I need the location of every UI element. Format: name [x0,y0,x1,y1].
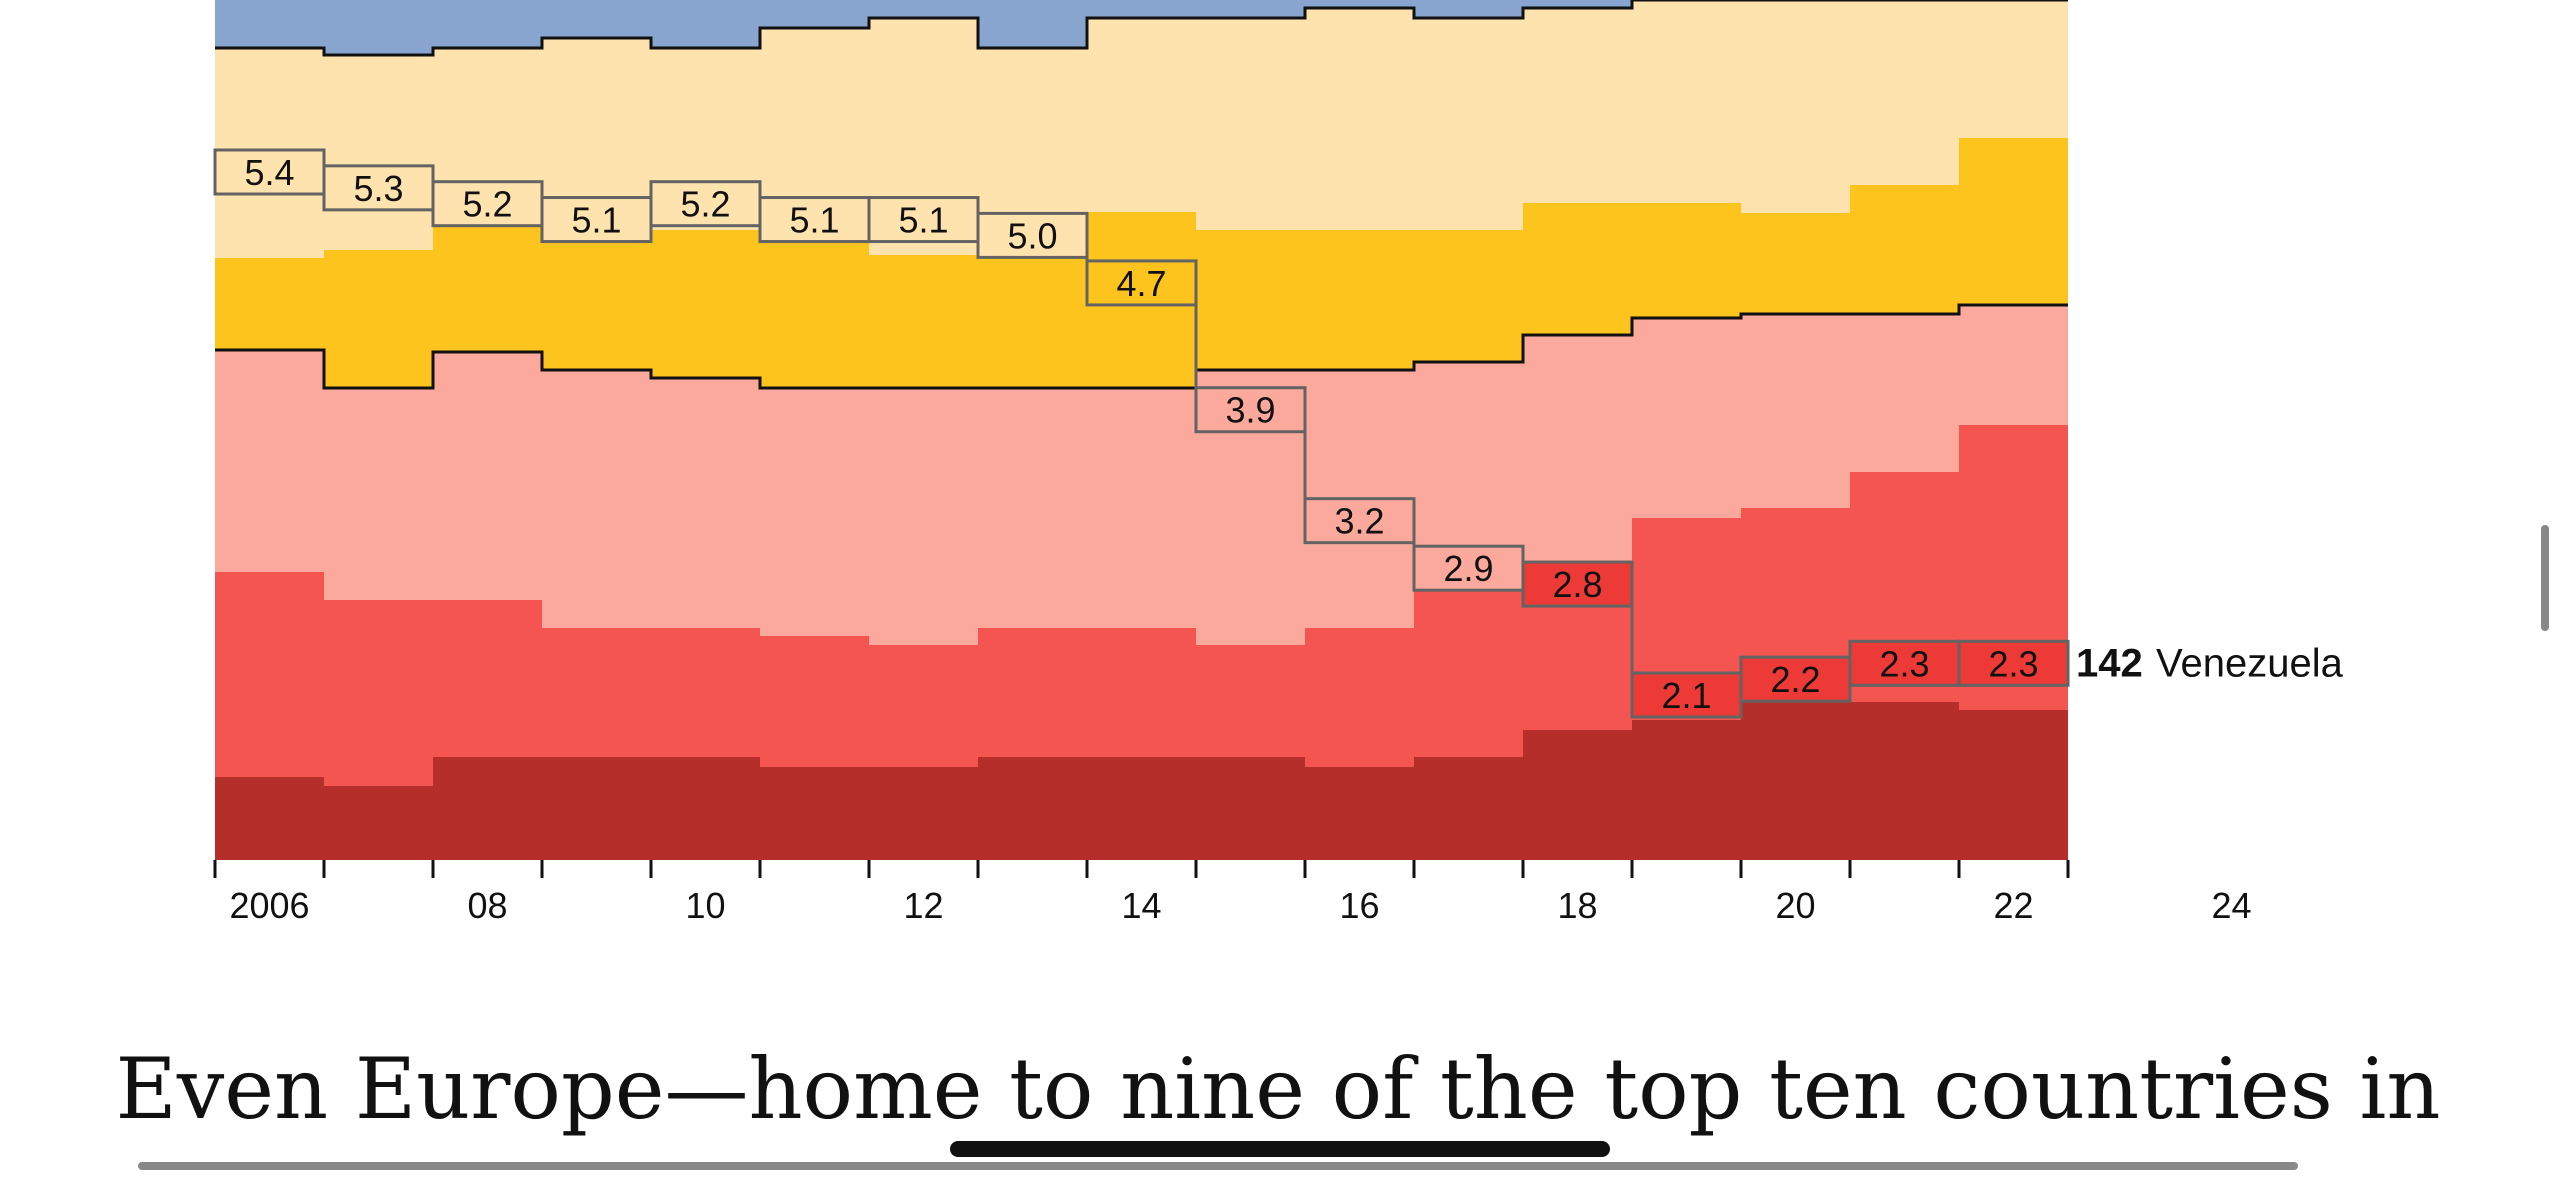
article-caption: Even Europe—home to nine of the top ten … [115,1040,2441,1138]
highlight-value-label: 5.2 [680,184,730,225]
series-rank-label: 142 [2076,641,2143,685]
highlight-value-label: 2.3 [1988,643,2038,684]
highlight-box-2016 [1303,497,1416,545]
vertical-scrollbar[interactable] [2541,525,2549,631]
x-tick-label: 10 [685,885,725,926]
highlight-box-2021 [1848,639,1961,687]
highlight-value-label: 2.3 [1879,643,1929,684]
highlight-value-label: 3.2 [1334,501,1384,542]
highlight-value-label: 2.9 [1443,548,1493,589]
highlight-value-label: 4.7 [1116,263,1166,304]
highlight-value-label: 5.1 [898,200,948,241]
x-tick-label: 2006 [229,885,309,926]
highlight-box-2019 [1630,671,1743,719]
x-tick-label: 20 [1775,885,1815,926]
highlight-value-label: 5.4 [244,152,294,193]
x-tick-label: 12 [903,885,943,926]
horizontal-scrollbar[interactable] [138,1162,2298,1170]
highlight-box-2020 [1739,655,1852,703]
x-tick-label: 22 [1993,885,2033,926]
highlight-box-2018 [1521,560,1634,608]
highlight-box-2012 [867,196,980,244]
highlight-box-2013 [976,211,1089,259]
highlight-value-label: 5.3 [353,168,403,209]
home-indicator[interactable] [950,1141,1610,1157]
highlight-value-label: 2.1 [1661,675,1711,716]
highlight-value-label: 2.8 [1552,564,1602,605]
x-tick-label: 16 [1339,885,1379,926]
band-dark-red [215,702,2068,860]
series-name-label: Venezuela [2156,641,2344,685]
highlight-box-2006 [213,148,326,196]
highlight-box-2022 [1957,639,2070,687]
x-tick-label: 18 [1557,885,1597,926]
highlight-value-label: 2.2 [1770,659,1820,700]
highlight-box-2015 [1194,386,1307,434]
x-tick-label: 14 [1121,885,1161,926]
highlight-value-label: 3.9 [1225,390,1275,431]
highlight-box-2010 [649,180,762,228]
x-tick-label: 08 [467,885,507,926]
boundary-line-top [215,0,2068,57]
x-tick-label: 24 [2211,885,2251,926]
highlight-value-label: 5.2 [462,184,512,225]
highlight-value-label: 5.1 [571,200,621,241]
highlight-value-label: 5.1 [789,200,839,241]
chart: 5.4 5.3 5.2 5.1 5.2 5.1 5.1 5.0 4.7 3.9 3.2 2.9 2.8 2… [213,0,2344,926]
highlight-value-label: 5.0 [1007,215,1057,256]
